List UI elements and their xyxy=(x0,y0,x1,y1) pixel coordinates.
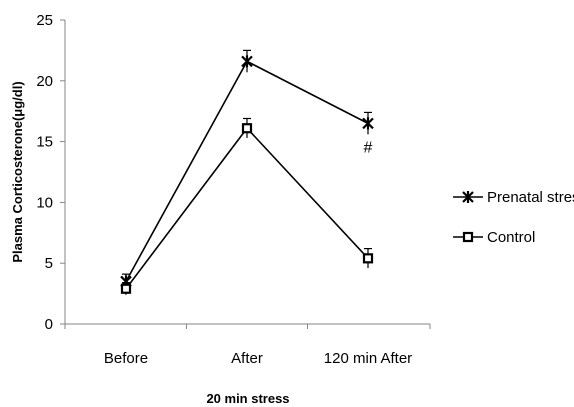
data-point xyxy=(362,253,374,264)
legend-label: Prenatal stress xyxy=(487,189,574,206)
data-point xyxy=(362,117,374,130)
y-tick-label: 0 xyxy=(45,316,53,333)
x-tick-labels: Before After 120 min After xyxy=(104,350,412,367)
series-line xyxy=(125,60,369,282)
series-line xyxy=(125,126,369,290)
data-point xyxy=(241,55,253,68)
legend-marker xyxy=(462,231,474,243)
data-point xyxy=(241,123,253,134)
y-tick-label: 20 xyxy=(36,73,53,90)
x-tick-label: 120 min After xyxy=(324,350,412,367)
y-tick-label: 10 xyxy=(36,194,53,211)
data-point xyxy=(120,283,132,294)
chart-series xyxy=(120,49,374,295)
significance-mark: # xyxy=(364,139,373,156)
chart-annotations: # xyxy=(364,139,373,156)
series-prenatal-stress xyxy=(120,49,374,289)
legend-item: Control xyxy=(453,229,535,246)
chart-legend: Prenatal stress Control xyxy=(453,189,574,246)
x-axis-label: 20 min stress xyxy=(206,391,289,406)
legend-item: Prenatal stress xyxy=(453,189,574,206)
y-tick-label: 15 xyxy=(36,134,53,151)
x-tick-label: After xyxy=(231,350,263,367)
y-tick-label: 25 xyxy=(36,12,53,29)
chart-axes xyxy=(60,19,431,329)
legend-marker xyxy=(462,191,474,203)
y-tick-label: 5 xyxy=(45,255,53,272)
series-control xyxy=(120,117,374,295)
x-tick-label: Before xyxy=(104,350,148,367)
legend-label: Control xyxy=(487,229,535,246)
y-tick-labels: 0 5 10 15 20 25 xyxy=(36,12,53,333)
y-axis-label: Plasma Corticosterone(μg/dl) xyxy=(10,81,25,262)
